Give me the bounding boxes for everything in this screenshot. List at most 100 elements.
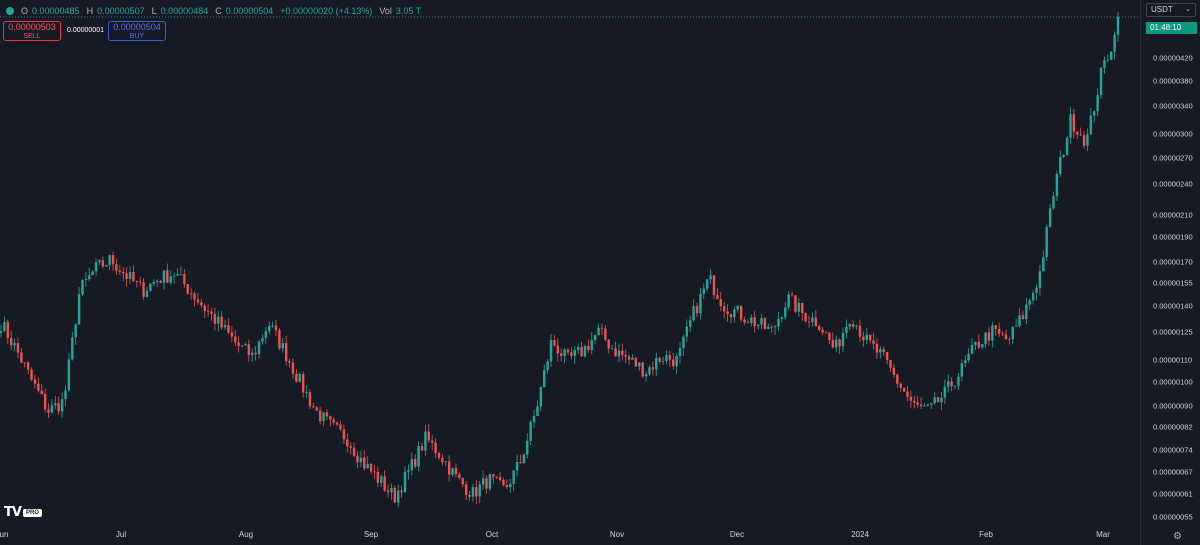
candle xyxy=(254,346,257,361)
candle xyxy=(196,293,200,305)
candle xyxy=(811,312,814,327)
candle-body xyxy=(105,265,108,267)
candle-body xyxy=(23,362,26,364)
candle xyxy=(437,451,441,460)
candle-body xyxy=(47,409,50,413)
candle xyxy=(349,442,352,455)
candle-body xyxy=(359,457,363,463)
sell-price: 0.00000503 xyxy=(8,22,56,32)
candle xyxy=(580,341,583,358)
candle xyxy=(950,377,953,392)
candle xyxy=(1065,135,1069,156)
candle xyxy=(916,396,919,408)
candle-body xyxy=(81,280,84,295)
candle xyxy=(553,335,556,347)
candle xyxy=(597,323,600,336)
candle-body xyxy=(254,352,257,355)
candle xyxy=(784,301,787,320)
candle-body xyxy=(692,306,695,321)
gear-icon[interactable]: ⚙ xyxy=(1173,531,1182,542)
candle-body xyxy=(281,343,284,349)
candle-body xyxy=(1096,95,1099,112)
candle-body xyxy=(580,347,583,357)
candle-body xyxy=(600,327,604,329)
candle-body xyxy=(964,360,967,364)
candle-body xyxy=(553,340,556,346)
candle-body xyxy=(74,324,77,338)
candle-body xyxy=(753,317,756,327)
candle-body xyxy=(1079,134,1082,136)
candle xyxy=(108,254,111,271)
candle-body xyxy=(1062,154,1065,157)
candle-body xyxy=(458,474,461,478)
candle xyxy=(689,315,692,332)
candle-body xyxy=(831,340,835,348)
candle xyxy=(604,325,607,342)
candle-body xyxy=(223,325,227,328)
candle-body xyxy=(739,305,743,320)
candle xyxy=(851,320,855,329)
candle xyxy=(186,283,189,295)
currency-select[interactable]: USDT ⌄ xyxy=(1146,3,1196,17)
candle-body xyxy=(434,442,437,454)
candle-body xyxy=(312,406,315,408)
candle xyxy=(1089,108,1093,135)
candle xyxy=(47,403,50,418)
candle xyxy=(342,424,346,445)
candle xyxy=(417,441,420,472)
candle xyxy=(20,347,23,364)
candle-body xyxy=(295,373,298,382)
candle xyxy=(475,480,478,505)
candle-body xyxy=(403,471,407,493)
candle-body xyxy=(43,394,47,410)
candle-body xyxy=(196,299,200,303)
candle-body xyxy=(967,353,970,361)
candle-body xyxy=(335,422,339,425)
candle xyxy=(495,475,498,479)
candle-body xyxy=(767,326,770,329)
candle-body xyxy=(0,330,3,334)
candle-body xyxy=(200,302,203,306)
candle-body xyxy=(1103,60,1106,68)
candle-body xyxy=(1011,326,1014,340)
price-axis[interactable] xyxy=(1140,0,1200,545)
candle-body xyxy=(380,476,383,483)
candle xyxy=(1008,336,1011,345)
candle xyxy=(936,397,940,403)
candle xyxy=(1103,56,1106,74)
candle xyxy=(172,272,176,284)
candle xyxy=(835,335,838,353)
candle xyxy=(1113,31,1116,60)
candle-body xyxy=(40,390,43,395)
candle-body xyxy=(872,340,875,344)
candle-body xyxy=(604,328,607,340)
candle-body xyxy=(733,309,736,318)
y-tick-label: 0.00000140 xyxy=(1153,301,1193,311)
candle-body xyxy=(882,349,885,353)
candle xyxy=(434,438,437,459)
candle xyxy=(227,318,230,334)
buy-button[interactable]: 0.00000504 BUY xyxy=(108,21,166,41)
candle xyxy=(278,327,281,351)
candle-body xyxy=(1028,300,1031,305)
candle-body xyxy=(539,387,543,407)
candle-body xyxy=(896,374,899,384)
sell-button[interactable]: 0.00000503 SELL xyxy=(3,21,61,41)
y-tick-label: 0.00000125 xyxy=(1153,327,1193,337)
high-label: H xyxy=(86,6,94,16)
candle xyxy=(458,471,461,481)
tradingview-logo[interactable]: TV PRO xyxy=(4,505,42,520)
candle xyxy=(1011,326,1014,344)
candle xyxy=(997,322,1001,338)
candle xyxy=(390,483,393,500)
candle-body xyxy=(950,381,953,387)
candle-body xyxy=(627,356,631,360)
candle-body xyxy=(814,317,818,327)
candle-body xyxy=(909,396,913,401)
candle xyxy=(974,341,977,351)
candle xyxy=(281,338,284,353)
candle xyxy=(81,279,84,297)
candle-body xyxy=(346,439,349,447)
candle xyxy=(352,442,356,457)
